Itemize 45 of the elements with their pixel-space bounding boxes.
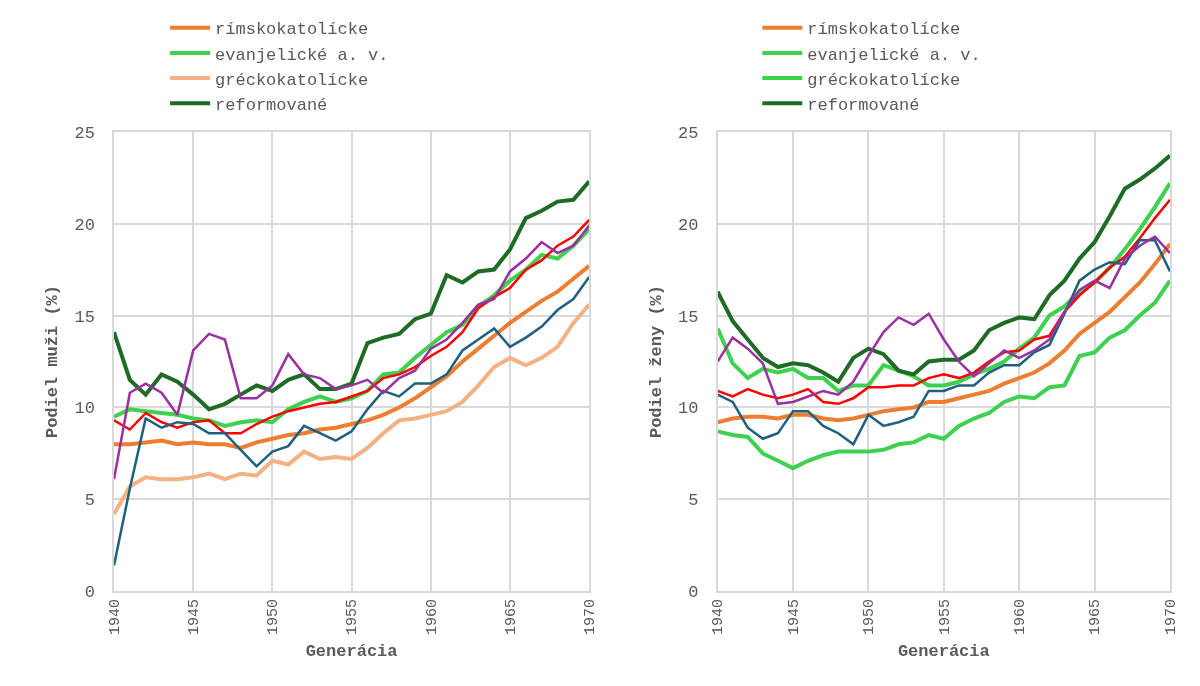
- x-tick-label: 1940: [106, 599, 124, 636]
- line-series: [114, 275, 590, 567]
- x-tick-label: 1970: [1162, 599, 1180, 636]
- x-tick-label: 1950: [265, 599, 283, 636]
- y-tick-label: 25: [74, 123, 95, 143]
- x-tick-label: 1955: [936, 599, 954, 636]
- legend-label: gréckokatolícke: [215, 70, 369, 90]
- legend-label: evanjelické a. v.: [215, 45, 389, 65]
- line-series: [114, 179, 590, 412]
- x-tick-label: 1965: [1087, 599, 1105, 636]
- y-tick-label: 10: [678, 399, 699, 419]
- x-tick-label: 1960: [423, 599, 441, 636]
- y-tick-label: 0: [84, 583, 95, 603]
- y-tick-label: 15: [678, 307, 699, 327]
- x-tick-label: 1965: [502, 599, 520, 636]
- line-series: [717, 278, 1170, 471]
- line-series: [114, 302, 590, 517]
- line-series: [717, 153, 1170, 384]
- y-axis-title: Podiel ženy (%): [647, 285, 667, 439]
- y-tick-label: 20: [678, 215, 699, 235]
- x-tick-label: 1970: [582, 599, 600, 636]
- y-tick-label: 10: [74, 399, 95, 419]
- y-tick-label: 15: [74, 307, 95, 327]
- x-axis-title: Generácia: [305, 642, 398, 661]
- legend-label: gréckokatolícke: [807, 70, 961, 90]
- y-tick-label: 20: [74, 215, 95, 235]
- line-series: [114, 224, 590, 481]
- y-axis-title: Podiel muži (%): [43, 285, 63, 439]
- y-tick-label: 5: [688, 491, 699, 511]
- x-tick-label: 1950: [861, 599, 879, 636]
- x-tick-label: 1960: [1012, 599, 1030, 636]
- y-tick-label: 0: [688, 583, 699, 603]
- x-tick-label: 1945: [186, 599, 204, 636]
- x-tick-label: 1955: [344, 599, 362, 636]
- legend-label: rímskokatolícke: [807, 20, 961, 40]
- legend-label: evanjelické a. v.: [807, 45, 981, 65]
- y-tick-label: 25: [678, 123, 699, 143]
- x-axis-title: Generácia: [897, 642, 990, 661]
- x-tick-label: 1940: [710, 599, 728, 636]
- line-series: [114, 263, 590, 450]
- y-tick-label: 5: [84, 491, 95, 511]
- legend-label: reformované: [215, 95, 328, 115]
- legend-label: reformované: [807, 95, 920, 115]
- legend-label: rímskokatolícke: [215, 20, 369, 40]
- x-tick-label: 1945: [785, 599, 803, 636]
